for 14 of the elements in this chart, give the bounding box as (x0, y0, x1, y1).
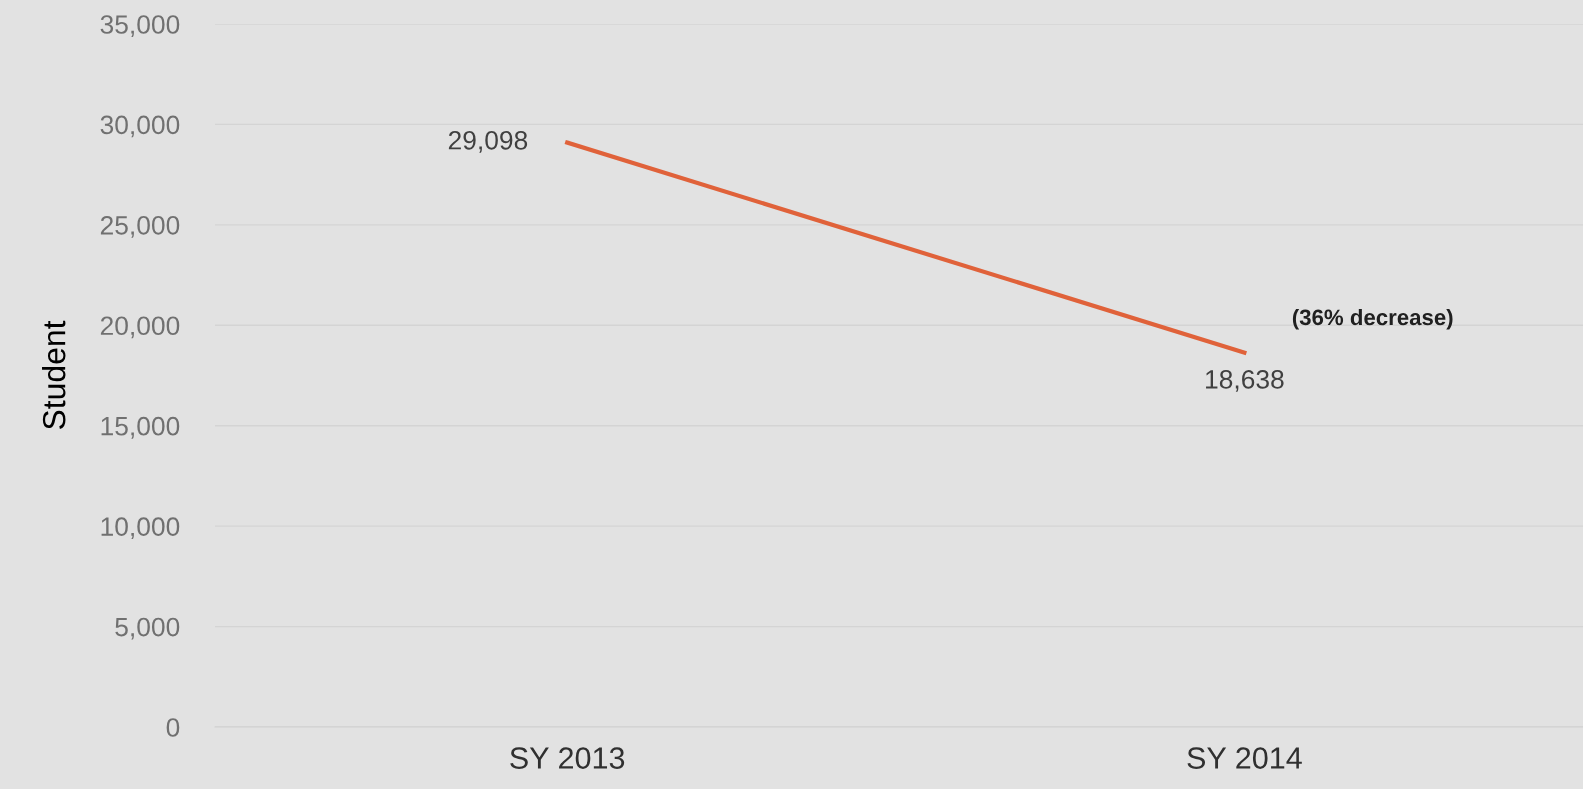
y-tick-label: 0 (166, 718, 180, 737)
y-tick-label: 10,000 (101, 517, 180, 540)
y-axis-title: Student (42, 320, 66, 430)
x-tick-label: SY 2014 (1187, 747, 1302, 769)
annotation: (36% decrease) (1292, 308, 1453, 330)
y-tick-label: 15,000 (101, 416, 180, 439)
y-tick-label: 5,000 (115, 617, 180, 640)
y-tick-label: 35,000 (100, 15, 180, 37)
y-tick-label: 20,000 (100, 316, 180, 339)
x-tick-label: SY 2013 (510, 747, 625, 769)
data-label: 29,098 (448, 130, 528, 153)
y-tick-label: 30,000 (100, 115, 180, 138)
data-label: 18,638 (1206, 370, 1284, 392)
y-tick-label: 25,000 (100, 215, 180, 238)
